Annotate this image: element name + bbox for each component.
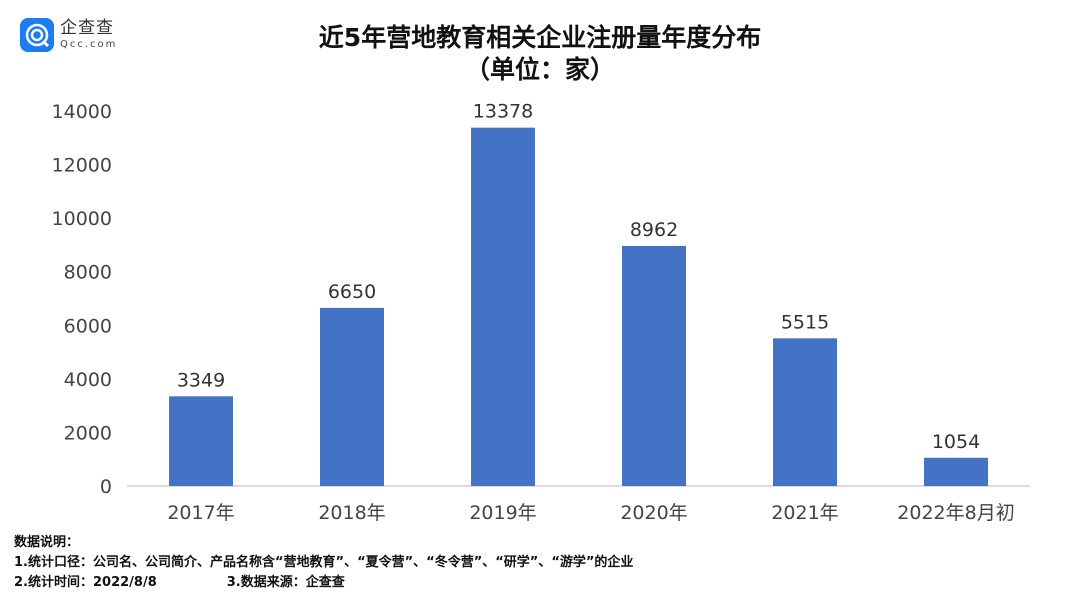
bar xyxy=(924,457,988,486)
bar xyxy=(320,307,384,486)
y-tick-label: 14000 xyxy=(52,101,112,123)
y-tick-label: 6000 xyxy=(64,315,112,337)
qcc-logo: 企查查 Qcc.com xyxy=(20,18,117,52)
y-tick-label: 4000 xyxy=(64,369,112,391)
notes-heading: 数据说明： xyxy=(14,535,80,550)
bar xyxy=(169,396,233,486)
logo-en: Qcc.com xyxy=(60,39,118,50)
x-tick-label: 2018年 xyxy=(318,502,385,524)
bar xyxy=(773,338,837,486)
data-notes: 数据说明： 1.统计口径：公司名、公司简介、产品名称含“营地教育”、“夏令营”、… xyxy=(14,533,633,593)
data-label: 6650 xyxy=(328,281,376,303)
data-label: 3349 xyxy=(177,369,225,391)
y-tick-label: 0 xyxy=(100,476,112,498)
x-tick-label: 2020年 xyxy=(620,502,687,524)
y-tick-label: 2000 xyxy=(64,422,112,444)
chart-subtitle: （单位：家） xyxy=(464,55,615,84)
x-tick-label: 2022年8月初 xyxy=(897,502,1014,524)
notes-line2b: 3.数据来源：企查查 xyxy=(226,575,345,590)
x-tick-label: 2021年 xyxy=(771,502,838,524)
qcc-logo-icon xyxy=(20,18,54,52)
chart-title-block: 近5年营地教育相关企业注册量年度分布 （单位：家） xyxy=(0,22,1080,86)
x-tick-label: 2017年 xyxy=(167,502,234,524)
y-tick-label: 10000 xyxy=(52,208,112,230)
bar xyxy=(471,127,535,487)
bar xyxy=(622,245,686,486)
notes-line2a: 2.统计时间：2022/8/8 xyxy=(14,575,157,590)
chart-title: 近5年营地教育相关企业注册量年度分布 xyxy=(318,23,762,52)
data-label: 13378 xyxy=(473,101,533,123)
y-tick-label: 12000 xyxy=(52,155,112,177)
data-label: 8962 xyxy=(630,219,678,241)
logo-cn: 企查查 xyxy=(60,18,114,38)
y-tick-label: 8000 xyxy=(64,262,112,284)
x-tick-label: 2019年 xyxy=(469,502,536,524)
data-label: 5515 xyxy=(781,311,829,333)
notes-line1: 1.统计口径：公司名、公司简介、产品名称含“营地教育”、“夏令营”、“冬令营”、… xyxy=(14,555,634,570)
data-label: 1054 xyxy=(932,431,980,453)
